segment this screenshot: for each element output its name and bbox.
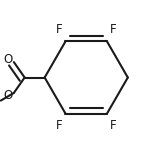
- Text: O: O: [3, 53, 13, 66]
- Text: O: O: [3, 89, 13, 102]
- Text: F: F: [109, 23, 116, 36]
- Text: F: F: [56, 23, 63, 36]
- Text: F: F: [56, 119, 63, 132]
- Text: F: F: [109, 119, 116, 132]
